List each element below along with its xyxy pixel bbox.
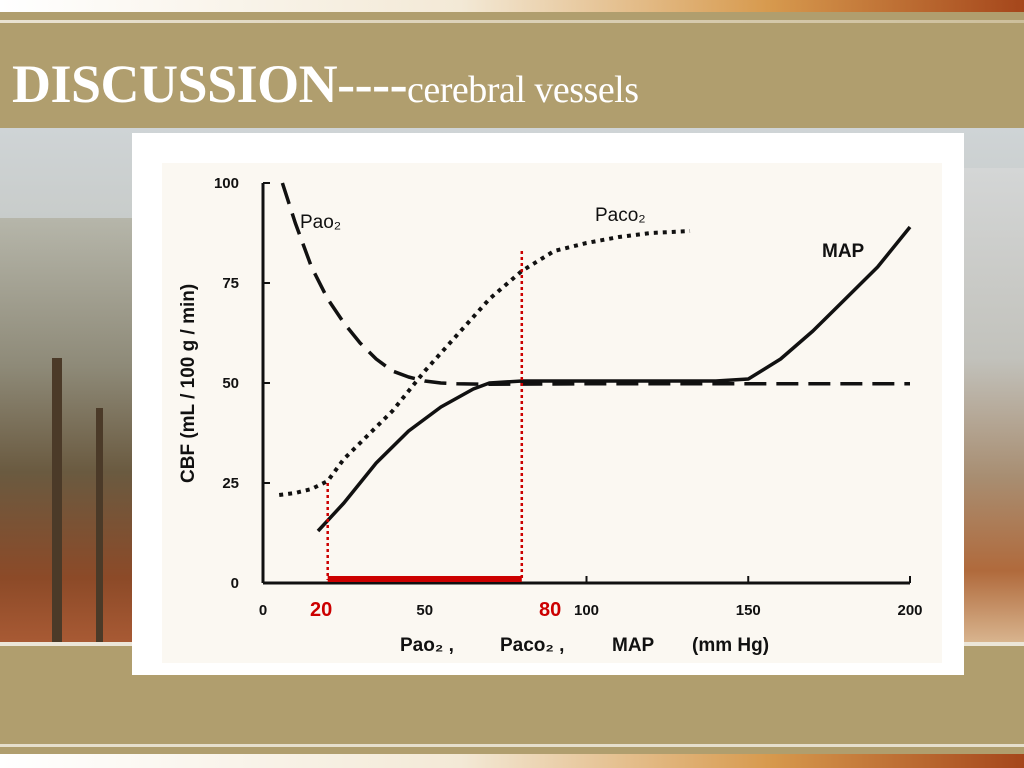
slide-title-strong: DISCUSSION---- bbox=[12, 54, 408, 114]
bottom-gradient-bar bbox=[0, 754, 1024, 768]
series-line-paco2 bbox=[278, 229, 691, 497]
x-tick-label: 50 bbox=[416, 602, 433, 619]
y-tick-label: 50 bbox=[222, 375, 239, 392]
series-label-pao2: Pao₂ bbox=[300, 212, 341, 233]
annotation-layer bbox=[326, 251, 524, 582]
x-axis-title-pao2: Pao₂ , bbox=[400, 635, 454, 656]
y-axis-title: CBF (mL / 100 g / min) bbox=[178, 284, 199, 483]
range-label-low: 20 bbox=[310, 599, 332, 621]
x-tick-label: 0 bbox=[259, 602, 267, 619]
chart-figure: 0 50 100 150 200 0 25 50 75 100 CBF (mL / 100 g /… bbox=[132, 133, 964, 675]
cbf-chart: 0 50 100 150 200 0 25 50 75 100 CBF (mL / 100 g /… bbox=[162, 163, 942, 663]
frosted-trees-left bbox=[0, 218, 140, 642]
y-tick-label: 0 bbox=[231, 575, 239, 592]
series-label-paco2: Paco₂ bbox=[595, 205, 646, 226]
series-line-pao2 bbox=[280, 182, 910, 386]
x-tick-label: 200 bbox=[897, 602, 922, 619]
y-tick-label: 100 bbox=[214, 175, 239, 192]
axis-ticks: 0 50 100 150 200 0 25 50 75 100 bbox=[214, 175, 923, 619]
top-divider bbox=[0, 20, 1024, 23]
x-axis-title-map: MAP bbox=[612, 635, 655, 656]
slide-title: DISCUSSION----cerebral vessels bbox=[12, 44, 639, 130]
series-line-map bbox=[316, 225, 912, 533]
x-tick-label: 150 bbox=[736, 602, 761, 619]
frosted-trees-right bbox=[964, 168, 1024, 642]
series-label-map: MAP bbox=[822, 241, 865, 262]
bottom-divider-lower bbox=[0, 744, 1024, 747]
range-label-high: 80 bbox=[539, 599, 561, 621]
slide-title-normal: cerebral vessels bbox=[407, 69, 639, 111]
y-tick-label: 25 bbox=[222, 475, 239, 492]
series-layer bbox=[278, 182, 912, 533]
y-tick-label: 75 bbox=[222, 275, 239, 292]
x-axis-title-paco2: Paco₂ , bbox=[500, 635, 564, 656]
x-axis-title-units: (mm Hg) bbox=[692, 635, 769, 656]
x-tick-label: 100 bbox=[574, 602, 599, 619]
top-gradient-bar bbox=[0, 0, 1024, 12]
